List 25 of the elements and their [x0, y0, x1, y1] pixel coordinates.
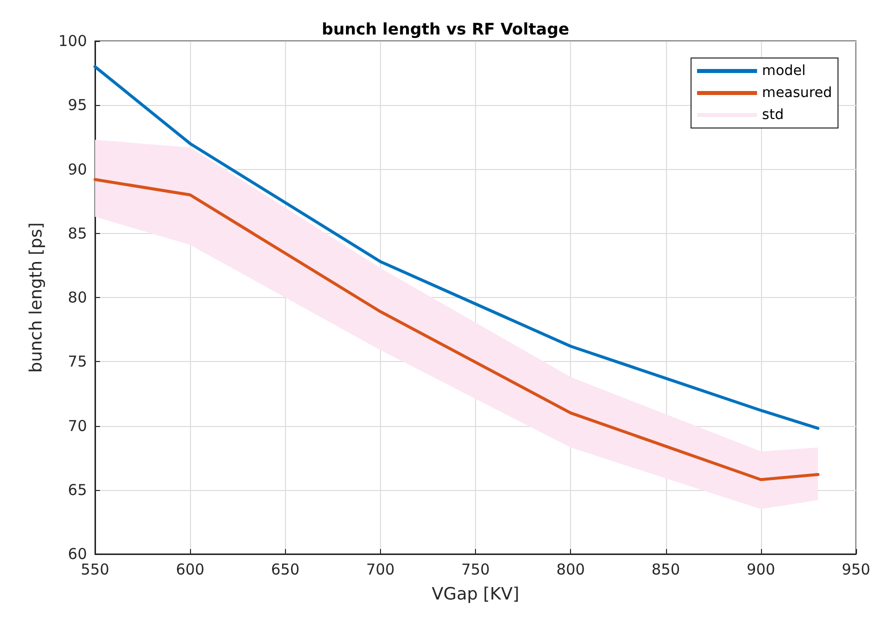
y-tick-label: 85	[68, 224, 87, 242]
y-tick-label: 75	[68, 352, 87, 371]
legend-label: std	[762, 107, 784, 123]
y-tick-label: 80	[68, 288, 87, 306]
x-tick-label: 800	[556, 560, 585, 578]
x-tick-label: 950	[842, 560, 870, 578]
y-tick-label: 60	[68, 545, 87, 563]
x-tick-label: 900	[746, 560, 776, 578]
x-tick-label: 600	[176, 560, 204, 578]
legend-label: model	[762, 63, 806, 79]
y-tick-label: 90	[68, 160, 87, 178]
y-tick-label: 100	[58, 32, 87, 50]
x-axis-title: VGap [KV]	[432, 584, 520, 604]
y-tick-label: 70	[68, 416, 87, 435]
legend-label: measured	[762, 85, 832, 101]
x-tick-label: 550	[80, 560, 110, 578]
x-tick-label: 650	[270, 560, 300, 578]
y-tick-label: 95	[68, 96, 87, 114]
chart-title: bunch length vs RF Voltage	[322, 20, 570, 38]
y-tick-label: 65	[68, 480, 87, 499]
x-tick-label: 850	[651, 560, 680, 578]
y-axis-title: bunch length [ps]	[26, 222, 46, 373]
line-series	[94, 178, 820, 482]
x-tick-label: 700	[366, 560, 395, 578]
x-tick-label: 750	[461, 560, 490, 578]
